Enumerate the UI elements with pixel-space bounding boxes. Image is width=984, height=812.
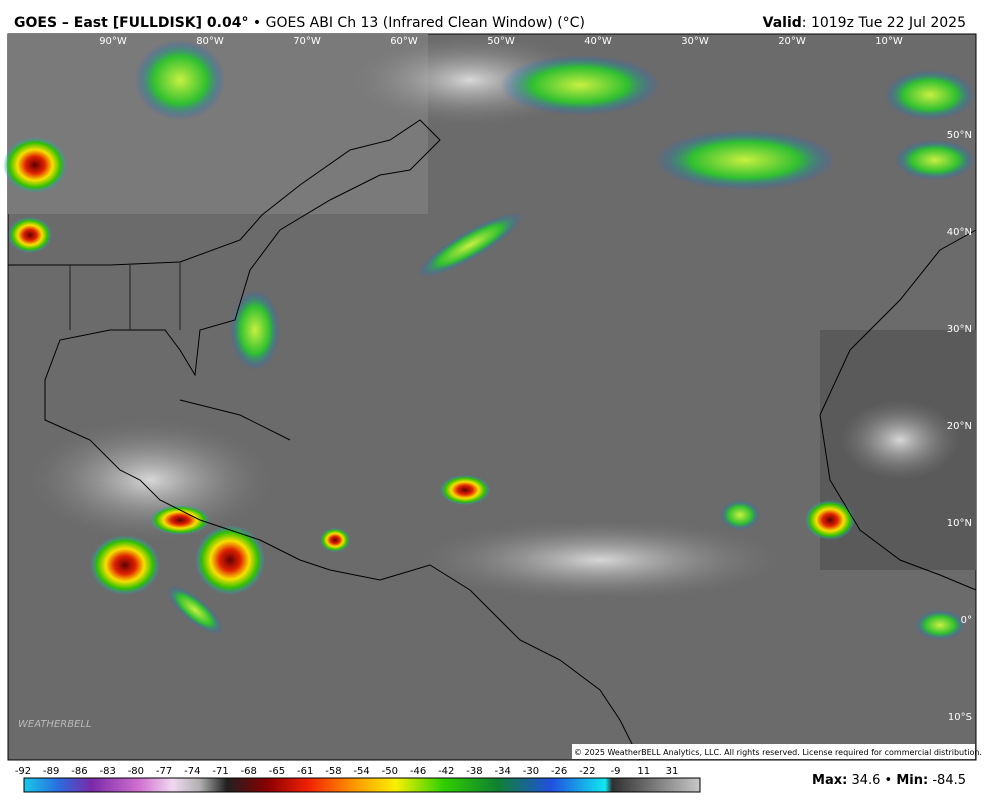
- longitude-label: 30°W: [681, 36, 709, 47]
- colorbar-tick-label: -61: [297, 766, 313, 777]
- longitude-label: 90°W: [99, 36, 127, 47]
- cloud: [30, 420, 270, 540]
- colorbar-tick-label: -22: [579, 766, 595, 777]
- cloud-top: [135, 40, 225, 120]
- cloud-top: [230, 290, 280, 370]
- colorbar-tick-label: -86: [71, 766, 87, 777]
- longitude-label: 50°W: [487, 36, 515, 47]
- colorbar-tick-label: -89: [43, 766, 59, 777]
- latitude-label: 50°N: [947, 130, 972, 141]
- stats: Max: 34.6 • Min: -84.5: [812, 773, 966, 788]
- cloud-top: [720, 500, 760, 530]
- longitude-label: 40°W: [584, 36, 612, 47]
- storm: [440, 475, 490, 505]
- storm: [805, 500, 855, 540]
- max-label: Max:: [812, 773, 847, 788]
- colorbar-tick-label: -9: [611, 766, 621, 777]
- latitude-label: 30°N: [947, 324, 972, 335]
- longitude-label: 80°W: [196, 36, 224, 47]
- storm: [90, 535, 160, 595]
- latitude-label: 40°N: [947, 227, 972, 238]
- title-rest: • GOES ABI Ch 13 (Infrared Clean Window)…: [253, 15, 585, 31]
- copyright: © 2025 WeatherBELL Analytics, LLC. All r…: [574, 748, 982, 757]
- colorbar-tick-label: -46: [410, 766, 426, 777]
- latitude-labels: 50°N 40°N 30°N 20°N 10°N 0° 10°S: [947, 130, 972, 723]
- colorbar-tick-label: -74: [184, 766, 200, 777]
- coastlines: [8, 119, 977, 761]
- longitude-label: 20°W: [778, 36, 806, 47]
- latitude-label: 0°: [961, 615, 972, 626]
- cloud-top: [895, 140, 975, 180]
- colorbar-tick-label: -34: [495, 766, 511, 777]
- title-bold: GOES – East [FULLDISK] 0.04°: [14, 15, 248, 31]
- colorbar-tick-label: -83: [99, 766, 115, 777]
- longitude-label: 70°W: [293, 36, 321, 47]
- copyright-box: [572, 744, 975, 759]
- storm: [3, 137, 67, 193]
- cloud-top: [885, 70, 975, 120]
- longitude-label: 60°W: [390, 36, 418, 47]
- cloud: [420, 520, 780, 600]
- storm: [150, 505, 210, 535]
- colorbar-gradient: [23, 777, 701, 793]
- logo: WEATHERBELL: [18, 719, 92, 730]
- colorbar-tick-label: -77: [156, 766, 172, 777]
- storm: [8, 217, 52, 253]
- longitude-label: 10°W: [875, 36, 903, 47]
- valid-value: : 1019z Tue 22 Jul 2025: [802, 15, 966, 31]
- latitude-label: 20°N: [947, 421, 972, 432]
- cloud-top: [500, 55, 660, 115]
- colorbar-tick-label: -71: [212, 766, 228, 777]
- valid-label: Valid: [763, 15, 802, 31]
- longitude-labels: 90°W 80°W 70°W 60°W 50°W 40°W 30°W 20°W 10°W: [99, 36, 903, 47]
- colorbar-tick-label: -65: [269, 766, 285, 777]
- storm: [320, 528, 350, 552]
- cloud-top: [417, 212, 523, 278]
- colorbar-tick-label: -54: [353, 766, 369, 777]
- storm: [195, 525, 265, 595]
- colorbar-tick-label: 11: [637, 766, 650, 777]
- colorbar-tick-label: -30: [523, 766, 539, 777]
- valid-time: Valid: 1019z Tue 22 Jul 2025: [763, 15, 966, 31]
- latitude-label: 10°S: [948, 712, 972, 723]
- max-value: 34.6: [851, 773, 880, 788]
- cloud-top: [915, 610, 965, 640]
- colorbar-tick-label: -50: [382, 766, 398, 777]
- title: GOES – East [FULLDISK] 0.04° • GOES ABI …: [14, 15, 585, 31]
- cloud-top: [655, 130, 835, 190]
- cloud: [840, 400, 960, 480]
- colorbar-tick-label: -58: [325, 766, 341, 777]
- colorbar-tick-label: -92: [15, 766, 31, 777]
- map: 90°W 80°W 70°W 60°W 50°W 40°W 30°W 20°W 10°W 50°…: [3, 33, 982, 761]
- cloud-top: [167, 585, 223, 635]
- colorbar-tick-label: -68: [241, 766, 257, 777]
- colorbar-tick-label: -26: [551, 766, 567, 777]
- colorbar-tick-label: -38: [466, 766, 482, 777]
- colorbar-tick-label: -80: [128, 766, 144, 777]
- latitude-label: 10°N: [947, 518, 972, 529]
- colorbar: -92 -89 -86 -83 -80 -77 -74 -71 -68 -65 -61 -58 -54 -…: [15, 766, 701, 793]
- colorbar-tick-label: -42: [438, 766, 454, 777]
- colorbar-tick-label: 31: [666, 766, 679, 777]
- min-value: -84.5: [932, 773, 966, 788]
- min-label: Min:: [896, 773, 928, 788]
